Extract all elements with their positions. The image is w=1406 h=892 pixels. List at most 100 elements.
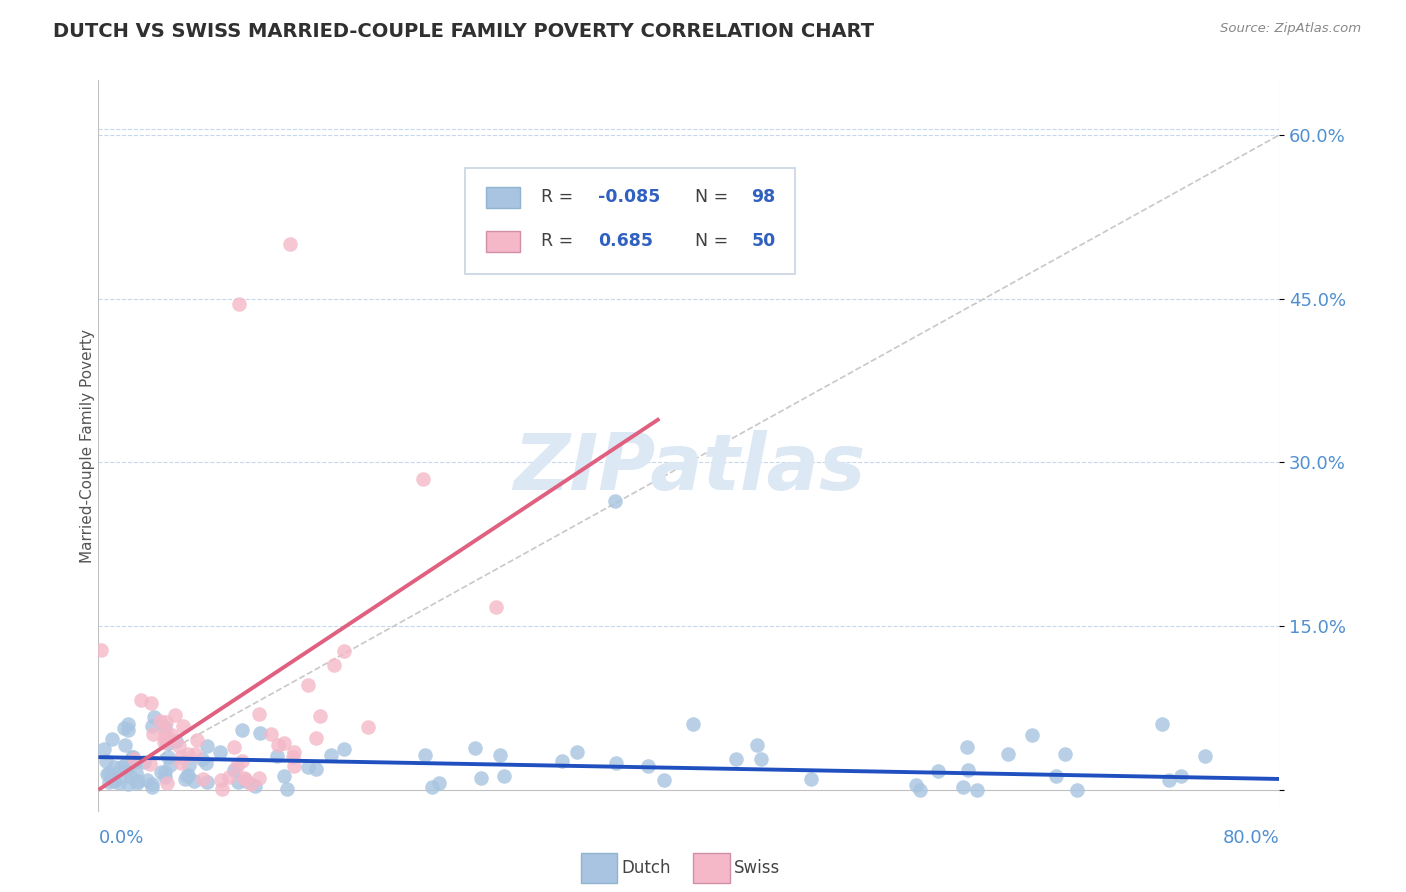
- Point: [142, 710, 165, 724]
- Point: [332, 742, 354, 756]
- Point: [176, 769, 198, 783]
- Point: [177, 747, 200, 762]
- Point: [100, 770, 122, 784]
- Point: [183, 774, 205, 789]
- Point: [652, 772, 675, 787]
- Point: [1194, 748, 1216, 763]
- Point: [131, 693, 153, 707]
- Point: [927, 764, 949, 778]
- Text: R =: R =: [541, 188, 579, 206]
- Text: 0.0%: 0.0%: [98, 829, 143, 847]
- Text: DUTCH VS SWISS MARRIED-COUPLE FAMILY POVERTY CORRELATION CHART: DUTCH VS SWISS MARRIED-COUPLE FAMILY POV…: [53, 22, 875, 41]
- Point: [156, 736, 179, 750]
- Point: [247, 771, 270, 785]
- Point: [283, 759, 305, 773]
- Point: [905, 778, 928, 792]
- Point: [155, 724, 177, 739]
- Text: 80.0%: 80.0%: [1223, 829, 1279, 847]
- Point: [997, 747, 1019, 761]
- Point: [952, 780, 974, 794]
- Point: [94, 754, 117, 768]
- Point: [724, 751, 747, 765]
- Point: [565, 745, 588, 759]
- Point: [121, 749, 143, 764]
- Point: [231, 723, 253, 737]
- Point: [305, 731, 328, 745]
- Point: [283, 746, 305, 760]
- Point: [637, 759, 659, 773]
- Point: [155, 770, 177, 784]
- Point: [127, 774, 149, 789]
- Point: [492, 768, 515, 782]
- Point: [186, 733, 208, 747]
- Point: [115, 764, 138, 779]
- Point: [153, 731, 176, 745]
- Text: -0.085: -0.085: [598, 188, 661, 206]
- Point: [122, 751, 145, 765]
- Point: [176, 768, 198, 782]
- Point: [103, 774, 125, 789]
- Point: [304, 762, 326, 776]
- Point: [103, 772, 125, 787]
- Point: [412, 472, 434, 486]
- Point: [323, 657, 346, 672]
- Point: [120, 770, 142, 784]
- Point: [297, 759, 319, 773]
- Point: [249, 726, 271, 740]
- Point: [194, 756, 217, 770]
- Point: [193, 772, 215, 787]
- Point: [260, 727, 283, 741]
- Point: [153, 720, 176, 734]
- Point: [222, 739, 245, 754]
- Point: [800, 772, 823, 786]
- Point: [1066, 783, 1088, 797]
- Text: N =: N =: [695, 188, 734, 206]
- Point: [114, 721, 136, 735]
- Point: [427, 776, 450, 790]
- Point: [415, 747, 437, 762]
- FancyBboxPatch shape: [464, 168, 796, 274]
- Point: [125, 776, 148, 790]
- Text: 50: 50: [752, 232, 776, 250]
- Point: [195, 739, 218, 753]
- Text: ZIPatlas: ZIPatlas: [513, 430, 865, 506]
- Point: [333, 643, 356, 657]
- Point: [191, 752, 214, 766]
- Point: [117, 777, 139, 791]
- Point: [100, 770, 122, 784]
- Point: [464, 740, 486, 755]
- Point: [157, 750, 180, 764]
- Point: [155, 714, 177, 729]
- Point: [485, 600, 508, 615]
- Point: [141, 777, 163, 791]
- Point: [90, 642, 112, 657]
- Point: [357, 720, 380, 734]
- Point: [1045, 769, 1067, 783]
- Point: [235, 773, 257, 788]
- Point: [174, 772, 197, 786]
- Text: Dutch: Dutch: [621, 859, 671, 877]
- Point: [96, 766, 118, 780]
- Point: [605, 756, 627, 770]
- Point: [1053, 747, 1076, 761]
- Point: [165, 707, 187, 722]
- Point: [117, 717, 139, 731]
- Point: [141, 719, 163, 733]
- Point: [172, 719, 194, 733]
- Point: [749, 751, 772, 765]
- Point: [153, 765, 176, 780]
- Point: [167, 739, 190, 753]
- Point: [149, 714, 172, 728]
- Point: [266, 748, 288, 763]
- Point: [281, 749, 304, 764]
- Point: [139, 696, 162, 710]
- Point: [125, 766, 148, 780]
- Point: [165, 734, 187, 748]
- Point: [239, 776, 262, 790]
- Point: [114, 738, 136, 752]
- Point: [224, 763, 246, 777]
- Point: [297, 678, 319, 692]
- Point: [422, 780, 444, 794]
- Point: [488, 747, 510, 762]
- Point: [235, 772, 257, 786]
